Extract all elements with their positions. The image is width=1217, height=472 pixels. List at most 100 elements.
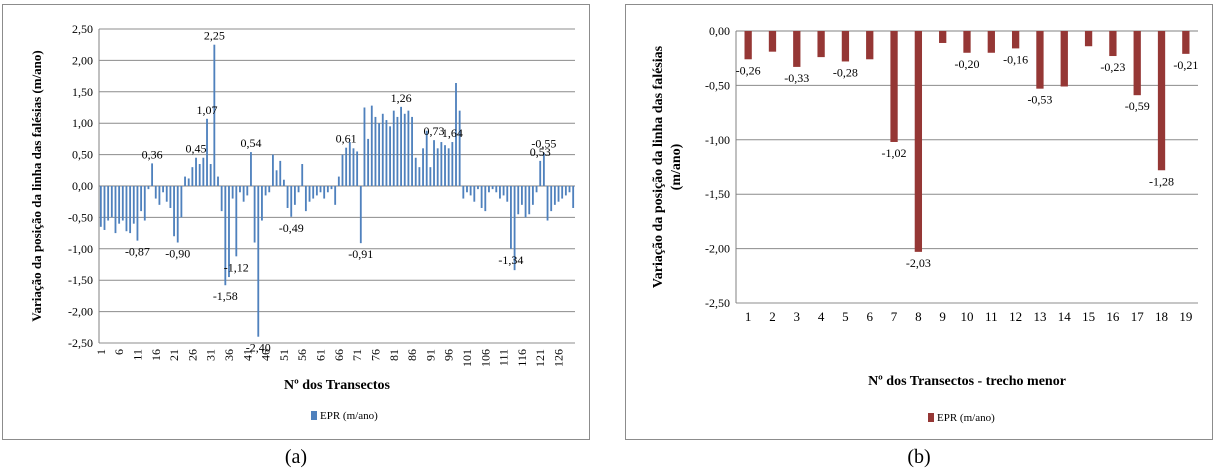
bar — [279, 160, 282, 186]
x-axis-title: Nº dos Transectos - trecho menor — [868, 374, 1066, 389]
y-tick-label: -1,00 — [705, 133, 730, 147]
y-tick-label: -1,00 — [68, 242, 93, 256]
y-tick-label: 0,00 — [709, 24, 730, 38]
bar — [477, 186, 479, 190]
y-tick-label: 2,00 — [72, 53, 93, 67]
x-tick-label: 116 — [515, 349, 529, 367]
bar — [793, 31, 801, 67]
bar — [963, 31, 971, 53]
bar — [520, 186, 523, 205]
data-label: -1,28 — [1149, 174, 1174, 188]
x-tick-label: 81 — [387, 349, 401, 361]
bar — [444, 145, 446, 186]
bar — [440, 142, 443, 186]
bar — [154, 186, 157, 199]
x-tick-label: 3 — [794, 309, 801, 324]
bar — [564, 186, 567, 196]
bar — [110, 186, 113, 218]
y-tick-label: -2,50 — [68, 336, 93, 350]
y-axis-title: Variação da posição da linha das falésia… — [651, 45, 684, 288]
bar — [389, 126, 392, 186]
bar — [513, 186, 516, 271]
y-tick-label: 2,50 — [72, 22, 93, 36]
x-tick-label: 11 — [985, 309, 998, 324]
bar — [744, 31, 752, 60]
caption-b: (b) — [907, 446, 931, 468]
legend-label: EPR (m/ano) — [320, 410, 378, 422]
bar — [345, 147, 348, 186]
data-label: 1,64 — [442, 126, 463, 140]
x-tick-label: 14 — [1058, 309, 1072, 324]
bar — [506, 186, 509, 202]
y-tick-label: -2,00 — [705, 242, 730, 256]
data-label: -0,20 — [955, 57, 980, 71]
bar — [184, 176, 186, 186]
bar — [173, 186, 175, 237]
y-tick-label: -2,50 — [705, 296, 730, 310]
bar — [841, 31, 850, 62]
bar — [162, 186, 164, 193]
bar — [180, 186, 183, 218]
x-tick-label: 1 — [94, 349, 108, 355]
bar — [206, 118, 208, 186]
bar — [132, 186, 135, 224]
bar — [987, 31, 995, 53]
x-tick-label: 121 — [533, 349, 547, 367]
bar — [462, 186, 465, 199]
bar — [330, 186, 333, 190]
bar — [939, 31, 947, 43]
data-label: 0,45 — [186, 142, 207, 156]
bar — [125, 186, 128, 232]
bar — [561, 186, 564, 199]
x-tick-label: 2 — [769, 309, 776, 324]
x-tick-label: 76 — [368, 349, 382, 361]
bar — [1133, 31, 1141, 96]
x-tick-label: 16 — [149, 349, 163, 361]
bar — [1157, 31, 1166, 171]
x-tick-label: 19 — [1179, 309, 1192, 324]
bar — [817, 31, 825, 58]
bar — [261, 186, 263, 221]
bar — [158, 186, 161, 205]
legend-swatch — [928, 413, 934, 422]
x-tick-label: 66 — [332, 349, 346, 361]
x-tick-label: 11 — [130, 349, 144, 361]
bar — [473, 186, 476, 202]
data-label: -0,55 — [531, 137, 556, 151]
x-tick-label: 1 — [745, 309, 752, 324]
bar — [231, 186, 234, 199]
bar — [293, 186, 296, 205]
x-tick-label: 56 — [295, 349, 309, 361]
data-label: 2,25 — [204, 29, 225, 43]
bar — [539, 160, 542, 186]
bar — [246, 186, 249, 196]
data-label: -0,91 — [348, 247, 373, 261]
data-label: -1,02 — [882, 146, 907, 160]
y-tick-label: -1,50 — [68, 273, 93, 287]
data-label: -0,16 — [1003, 52, 1028, 66]
bar — [378, 123, 381, 186]
bar — [191, 167, 194, 186]
bar — [323, 186, 326, 199]
bar — [202, 157, 205, 186]
bar — [198, 164, 201, 186]
bar — [433, 140, 435, 186]
legend-swatch — [311, 411, 317, 420]
bar — [359, 186, 362, 244]
x-tick-label: 41 — [240, 349, 254, 361]
bar — [422, 148, 424, 186]
bar — [151, 163, 154, 186]
bar — [239, 186, 241, 193]
x-tick-label: 101 — [460, 349, 474, 367]
bar — [436, 148, 439, 186]
x-tick-label: 6 — [866, 309, 873, 324]
data-label: 1,26 — [391, 91, 412, 105]
x-tick-label: 13 — [1033, 309, 1046, 324]
x-tick-label: 51 — [277, 349, 291, 361]
bar — [414, 157, 417, 186]
x-tick-label: 7 — [891, 309, 898, 324]
bar — [107, 186, 110, 221]
bar — [253, 186, 256, 243]
x-tick-label: 4 — [818, 309, 825, 324]
x-tick-label: 10 — [961, 309, 974, 324]
